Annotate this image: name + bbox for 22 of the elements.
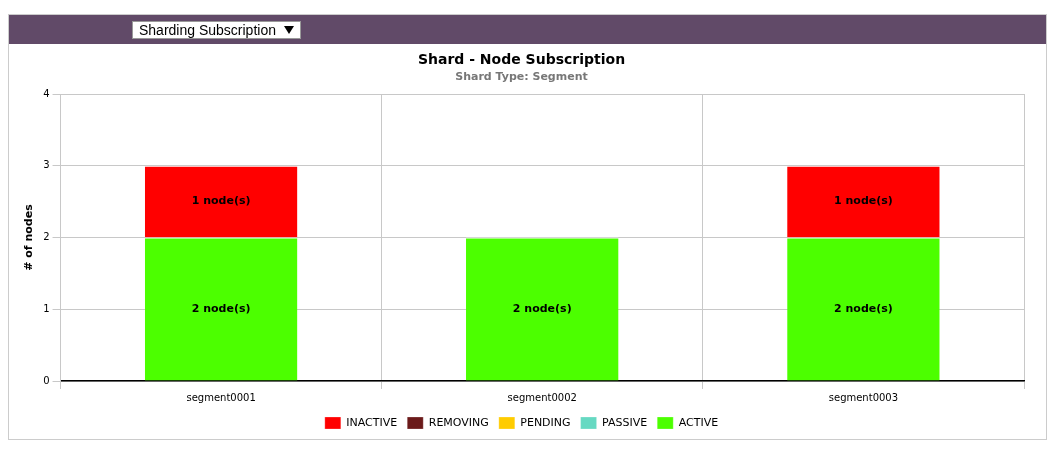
y-tick-label: 2 [43,231,50,243]
x-tick-label: segment0002 [507,391,577,403]
y-tick-label: 1 [43,302,50,314]
x-tick-label: segment0001 [186,391,256,403]
y-axis-title: # of nodes [22,203,36,271]
legend-label: ACTIVE [678,415,719,429]
legend-label: PENDING [520,415,571,429]
data-label: 2 node(s) [834,301,893,315]
data-label: 2 node(s) [512,301,572,315]
data-label: 1 node(s) [191,194,251,208]
y-tick-label: 4 [43,87,50,99]
legend-label: PASSIVE [602,415,648,429]
data-label: 2 node(s) [191,301,251,315]
data-label: 1 node(s) [834,194,893,208]
y-tick-label: 3 [43,159,50,171]
chart-title: Shard - Node Subscription [417,51,626,68]
legend-label: INACTIVE [346,415,398,429]
text: Sharding Subscription [139,21,276,38]
x-tick-label: segment0003 [828,391,899,403]
chart-subtitle: Shard Type: Segment [455,70,588,84]
y-tick-label: 0 [43,374,50,386]
legend-label: REMOVING [428,415,489,429]
